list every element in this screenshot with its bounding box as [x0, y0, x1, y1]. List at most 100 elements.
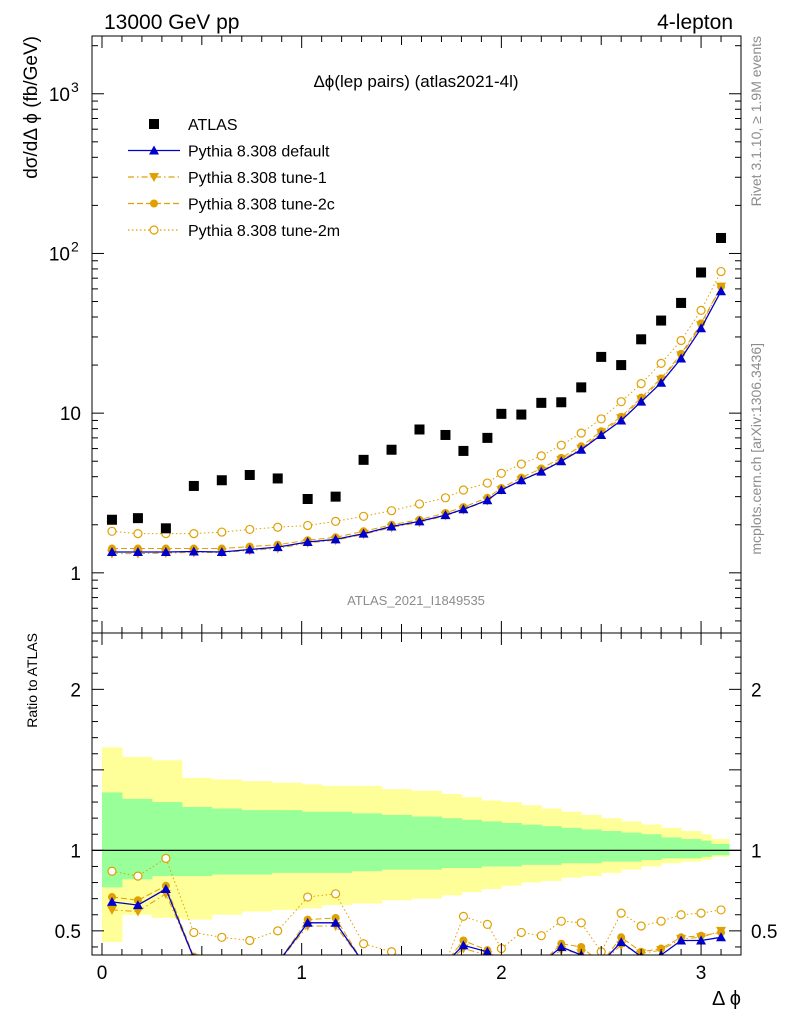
- ratio-point: [160, 883, 171, 893]
- data-point: [656, 377, 667, 387]
- data-point: [516, 459, 526, 469]
- ratio-point: [359, 959, 369, 968]
- data-point: [414, 516, 425, 526]
- ratio-y-tick-label: 2: [70, 680, 81, 701]
- plot-title: Δϕ(lep pairs) (atlas2021-4l): [313, 72, 518, 91]
- data-point: [440, 510, 451, 520]
- data-point: [576, 382, 587, 393]
- data-point: [189, 529, 199, 539]
- data-point: [676, 297, 687, 308]
- data-point: [536, 397, 547, 408]
- band-segment: [501, 822, 522, 867]
- data-point: [596, 351, 607, 362]
- ratio-point: [441, 959, 449, 967]
- data-point: [556, 397, 567, 408]
- band-segment: [101, 792, 123, 888]
- data-point: [616, 415, 627, 425]
- legend-label: Pythia 8.308 tune-2m: [188, 223, 340, 240]
- data-point: [696, 305, 706, 315]
- x-tick-label: 3: [696, 963, 707, 984]
- data-point: [244, 544, 255, 554]
- data-point: [386, 521, 397, 531]
- data-point: [636, 334, 647, 345]
- data-point: [358, 511, 369, 521]
- series-pythia-8-308-tune-2c: [107, 282, 726, 553]
- data-point: [596, 429, 607, 439]
- band-segment: [641, 834, 662, 861]
- ratio-point: [359, 958, 369, 967]
- ratio-point: [273, 958, 283, 967]
- ratio-y-tick-label-right: 2: [751, 680, 762, 701]
- data-point: [414, 424, 425, 435]
- ratio-point: [676, 910, 686, 920]
- data-point: [536, 451, 546, 461]
- ratio-point: [536, 958, 546, 967]
- ratio-point: [358, 939, 369, 949]
- ratio-point: [217, 959, 227, 968]
- band-segment: [351, 813, 383, 872]
- legend-marker: [149, 145, 159, 155]
- legend-item-pythia-8-308-default: Pythia 8.308 default: [128, 144, 330, 161]
- y-tick-label: 10: [49, 244, 70, 265]
- header-right: 4-lepton: [657, 11, 733, 34]
- ratio-point: [482, 919, 492, 930]
- data-point: [458, 445, 469, 456]
- series-line: [112, 286, 722, 555]
- ratio-point: [303, 892, 313, 902]
- band-segment: [521, 824, 542, 865]
- band-segment: [241, 810, 273, 875]
- y-tick-label: 1: [70, 564, 81, 585]
- series-line: [112, 286, 722, 549]
- data-point: [132, 513, 143, 524]
- data-point: [273, 522, 283, 532]
- rivet-label: Rivet 3.1.10, ≥ 1.9M events: [748, 36, 764, 206]
- data-point: [482, 478, 492, 488]
- legend-item-atlas: ATLAS: [149, 117, 238, 134]
- header-left: 13000 GeV pp: [104, 11, 239, 34]
- ratio-point: [331, 889, 341, 899]
- y-tick-exponent: 2: [71, 238, 79, 254]
- ratio-point: [596, 958, 606, 967]
- data-point: [188, 546, 199, 556]
- data-point: [302, 536, 313, 546]
- legend: ATLAS Pythia 8.308 default Pythia 8.308 tu…: [128, 117, 340, 240]
- band-segment: [461, 819, 482, 869]
- ratio-point: [516, 927, 526, 938]
- ratio-point: [414, 958, 424, 967]
- data-point: [245, 524, 255, 535]
- data-point: [386, 444, 397, 455]
- data-point: [188, 480, 199, 491]
- data-point: [496, 485, 507, 495]
- ratio-point: [596, 959, 606, 968]
- data-point: [636, 379, 646, 389]
- ratio-point: [360, 959, 368, 967]
- y-tick-label: 10: [60, 404, 81, 425]
- x-tick-label: 1: [296, 963, 307, 984]
- ratio-y-tick-label-right: 1: [751, 841, 762, 862]
- data-point: [458, 485, 469, 495]
- ratio-point: [189, 927, 199, 938]
- band-stat-uncertainty: [101, 792, 730, 888]
- ratio-point: [716, 926, 727, 936]
- ratio-point: [517, 959, 525, 967]
- data-point: [482, 495, 493, 505]
- band-segment: [561, 827, 582, 864]
- ratio-point: [556, 941, 567, 951]
- ratio-point: [387, 959, 397, 968]
- band-segment: [601, 831, 622, 862]
- ratio-point: [536, 931, 546, 941]
- data-point: [482, 432, 493, 443]
- data-point: [107, 526, 117, 536]
- legend-item-pythia-8-308-tune-2m: Pythia 8.308 tune-2m: [128, 223, 340, 240]
- ratio-y-tick-label: 0.5: [55, 922, 81, 943]
- ratio-point: [217, 958, 227, 967]
- legend-marker: [150, 199, 158, 208]
- ratio-point: [106, 896, 117, 906]
- ratio-point: [246, 959, 254, 967]
- data-point: [160, 547, 171, 557]
- x-tick-labels: 0 1 2 3: [97, 963, 707, 984]
- band-segment: [151, 802, 183, 877]
- data-point: [244, 469, 255, 480]
